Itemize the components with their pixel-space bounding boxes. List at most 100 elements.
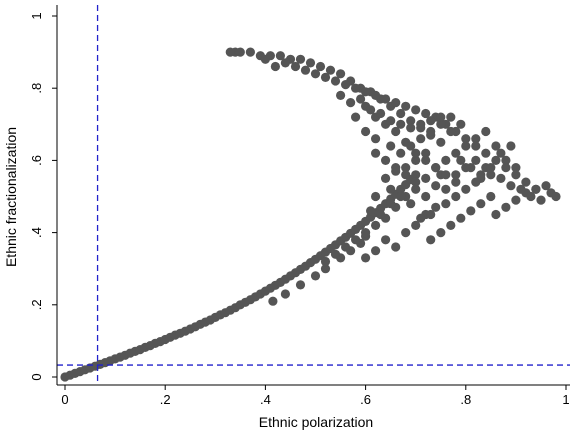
data-point	[421, 155, 431, 165]
data-point	[446, 126, 456, 137]
data-point	[341, 80, 351, 90]
data-point	[391, 163, 401, 173]
data-point	[456, 213, 466, 223]
data-point	[341, 242, 351, 252]
reference-lines	[57, 5, 570, 385]
data-point	[376, 209, 386, 220]
data-point	[541, 181, 551, 191]
data-point	[396, 119, 406, 129]
data-point	[501, 163, 511, 173]
y-tick-label: .2	[29, 299, 44, 310]
data-point	[461, 184, 471, 194]
data-point	[280, 58, 290, 68]
data-point	[516, 184, 526, 194]
data-point	[386, 199, 396, 209]
data-point	[305, 58, 316, 68]
data-point	[431, 202, 441, 212]
data-point	[391, 126, 401, 137]
x-tick-label: .6	[360, 392, 371, 407]
data-point	[421, 173, 431, 183]
data-point	[386, 116, 396, 126]
data-point	[416, 134, 426, 144]
data-point	[471, 155, 481, 165]
data-point	[300, 65, 311, 75]
data-point	[486, 191, 496, 202]
data-point	[436, 112, 446, 122]
data-point	[330, 249, 341, 259]
data-point	[426, 235, 436, 245]
x-axis-title: Ethnic polarization	[259, 414, 373, 430]
data-point	[461, 163, 471, 173]
data-point	[401, 101, 411, 111]
data-point	[361, 228, 371, 238]
x-tick-label: .2	[160, 392, 171, 407]
data-point	[496, 173, 506, 183]
data-point	[466, 206, 476, 216]
x-tick-label: .8	[460, 392, 471, 407]
data-point	[346, 98, 356, 108]
data-point	[268, 296, 278, 306]
data-point	[456, 155, 466, 165]
data-point	[411, 177, 421, 187]
data-point	[371, 148, 381, 158]
data-point	[386, 141, 396, 151]
data-point	[481, 126, 491, 137]
data-point	[451, 177, 461, 187]
data-point	[381, 94, 391, 104]
data-point	[406, 116, 416, 126]
data-point	[371, 220, 381, 230]
data-point	[476, 199, 486, 209]
data-point	[401, 228, 411, 238]
data-point	[295, 280, 306, 290]
data-point	[361, 126, 371, 137]
data-point	[391, 242, 401, 252]
data-point	[366, 206, 376, 216]
data-point	[315, 61, 326, 72]
data-point	[371, 90, 381, 100]
data-point	[501, 155, 511, 165]
data-point	[351, 112, 361, 122]
data-point	[356, 94, 366, 104]
x-tick-label: 0	[61, 392, 68, 407]
data-point	[441, 170, 451, 180]
data-point	[411, 148, 421, 158]
data-point	[451, 170, 461, 180]
data-point	[461, 141, 471, 151]
data-point	[461, 134, 471, 144]
data-point	[416, 213, 426, 223]
y-axis-title: Ethnic fractionalization	[3, 127, 19, 267]
data-point	[235, 47, 245, 57]
data-point	[476, 170, 486, 180]
data-point	[431, 181, 441, 191]
data-point	[456, 119, 466, 129]
data-point	[381, 235, 391, 245]
data-point	[376, 108, 386, 119]
data-point	[320, 72, 331, 82]
data-point	[446, 220, 456, 230]
data-point	[280, 289, 290, 299]
data-point	[511, 163, 521, 173]
data-point	[441, 184, 451, 194]
data-point	[325, 65, 336, 75]
points-layer	[60, 47, 561, 382]
data-point	[441, 155, 451, 165]
data-point	[290, 61, 301, 72]
y-tick-label: .6	[29, 155, 44, 166]
data-point	[551, 191, 561, 202]
data-point	[491, 155, 501, 165]
data-point	[361, 253, 371, 263]
data-point	[310, 69, 321, 79]
data-point	[511, 170, 521, 180]
data-point	[531, 184, 541, 194]
axes: 0 .2 .4 .6 .8 1 0 .2 .4 .6 .8 1	[29, 5, 570, 407]
data-point	[411, 220, 421, 230]
data-point	[396, 108, 406, 119]
data-point	[511, 195, 521, 205]
data-point	[396, 148, 406, 158]
data-point	[371, 134, 381, 144]
data-point	[491, 209, 501, 220]
data-point	[381, 173, 391, 183]
data-point	[426, 116, 436, 126]
y-tick-label: .8	[29, 83, 44, 94]
data-point	[406, 199, 416, 209]
